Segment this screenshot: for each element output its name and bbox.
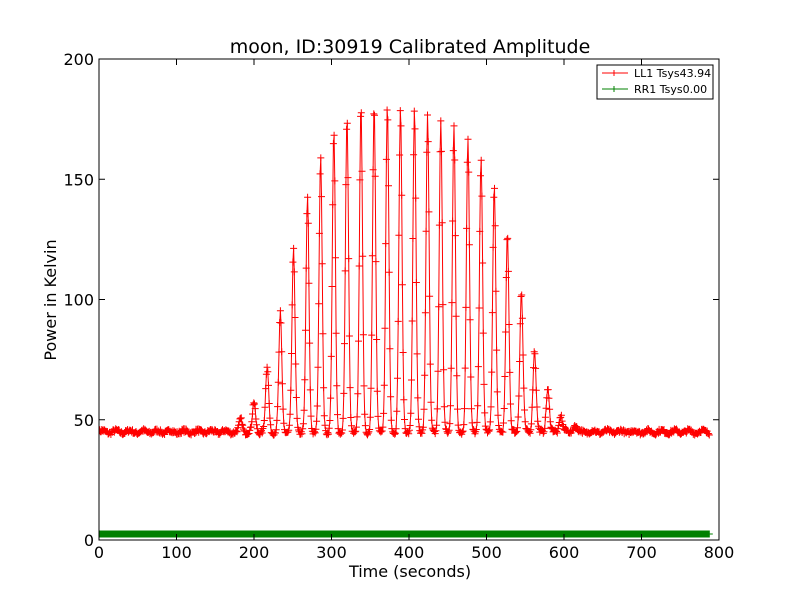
x-tick-label: 800 [704,543,735,562]
x-axis-label: Time (seconds) [348,562,471,581]
y-tick-label: 150 [63,170,94,189]
legend: LL1 Tsys43.94 RR1 Tsys0.00 [597,65,713,99]
x-tick-label: 0 [94,543,104,562]
series-marker-rr1 [96,531,713,538]
legend-label-rr1: RR1 Tsys0.00 [634,83,707,96]
chart-title: moon, ID:30919 Calibrated Amplitude [230,36,591,58]
y-tick-label: 0 [84,531,94,550]
y-tick-label: 100 [63,291,94,310]
x-tick-label: 600 [549,543,580,562]
legend-label-ll1: LL1 Tsys43.94 [634,67,711,80]
x-tick-label: 100 [161,543,192,562]
y-axis-label: Power in Kelvin [41,239,60,360]
x-tick-label: 400 [394,543,425,562]
x-tick-label: 300 [316,543,347,562]
y-tick-label: 200 [63,50,94,69]
x-tick-label: 200 [239,543,270,562]
x-tick-label: 700 [626,543,657,562]
x-tick-label: 500 [471,543,502,562]
y-tick-label: 50 [74,411,94,430]
